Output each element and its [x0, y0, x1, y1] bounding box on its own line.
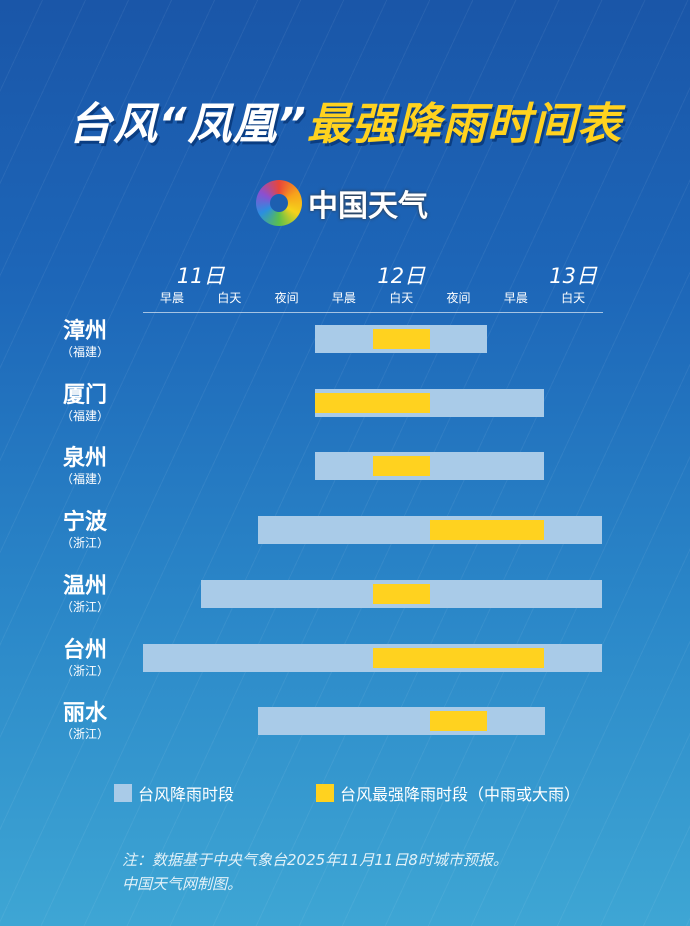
period-label: 夜间 [446, 291, 471, 305]
legend-rain: 台风降雨时段 [114, 781, 234, 805]
day-label: 11日 [176, 264, 225, 288]
title-white: 台风“凤凰” [68, 99, 307, 150]
legend-label: 台风最强降雨时段（中雨或大雨） [340, 785, 581, 804]
city-name: 漳州 [62, 319, 107, 344]
period-label: 早晨 [160, 291, 185, 305]
page-title: 台风“凤凰”最强降雨时间表 [0, 88, 690, 152]
legend-swatch-rain [114, 784, 132, 802]
city-label: 台州 （浙江） [40, 638, 130, 678]
city-name: 厦门 [62, 382, 107, 408]
period-label: 白天 [389, 291, 414, 305]
peak-rain-bar [372, 647, 545, 668]
logo-text: 中国天气 [308, 189, 428, 224]
logo: 中国天气 [256, 180, 428, 226]
province-name: （浙江） [60, 663, 109, 678]
peak-rain-bar [372, 329, 430, 349]
axis-line [143, 312, 603, 313]
period-label: 早晨 [503, 291, 528, 305]
period-label: 夜间 [274, 291, 299, 305]
province-name: （浙江） [60, 536, 109, 551]
peak-rain-bar [315, 392, 430, 413]
peak-rain-bar [372, 583, 430, 604]
city-label: 温州 （浙江） [40, 574, 130, 614]
city-label: 宁波 （浙江） [40, 510, 130, 550]
legend-label: 台风降雨时段 [138, 785, 235, 804]
city-name: 温州 [62, 573, 107, 599]
province-name: （浙江） [60, 599, 109, 614]
peak-rain-bar [372, 456, 430, 477]
city-label: 丽水 （浙江） [40, 701, 130, 741]
province-name: （福建） [60, 472, 109, 487]
city-name: 宁波 [62, 510, 107, 536]
peak-rain-bar [429, 520, 545, 541]
note-line: 中国天气网制图。 [122, 875, 243, 893]
province-name: （福建） [60, 345, 109, 359]
peak-rain-bar [429, 711, 488, 732]
province-name: （浙江） [60, 727, 109, 742]
rain-period-bar [258, 707, 545, 736]
city-name: 台州 [62, 637, 107, 663]
logo-icon [256, 180, 302, 226]
city-label: 厦门 （福建） [40, 383, 130, 423]
province-name: （福建） [60, 408, 109, 423]
rain-period-bar [315, 452, 545, 481]
legend-swatch-peak [316, 784, 334, 802]
title-yellow: 最强降雨时间表 [306, 99, 622, 150]
city-name: 泉州 [62, 446, 107, 472]
city-name: 丽水 [62, 701, 107, 727]
day-label: 12日 [377, 264, 426, 288]
city-label: 漳州 （福建） [40, 319, 130, 359]
period-label: 白天 [561, 291, 586, 305]
legend-peak: 台风最强降雨时段（中雨或大雨） [316, 781, 580, 805]
period-label: 白天 [217, 291, 242, 305]
city-label: 泉州 （福建） [40, 446, 130, 486]
footnote: 注：数据基于中央气象台2025年11月11日8时城市预报。 中国天气网制图。 [122, 848, 508, 896]
period-label: 早晨 [331, 291, 356, 305]
note-line: 注：数据基于中央气象台2025年11月11日8时城市预报。 [122, 851, 508, 869]
day-label: 13日 [549, 264, 598, 288]
